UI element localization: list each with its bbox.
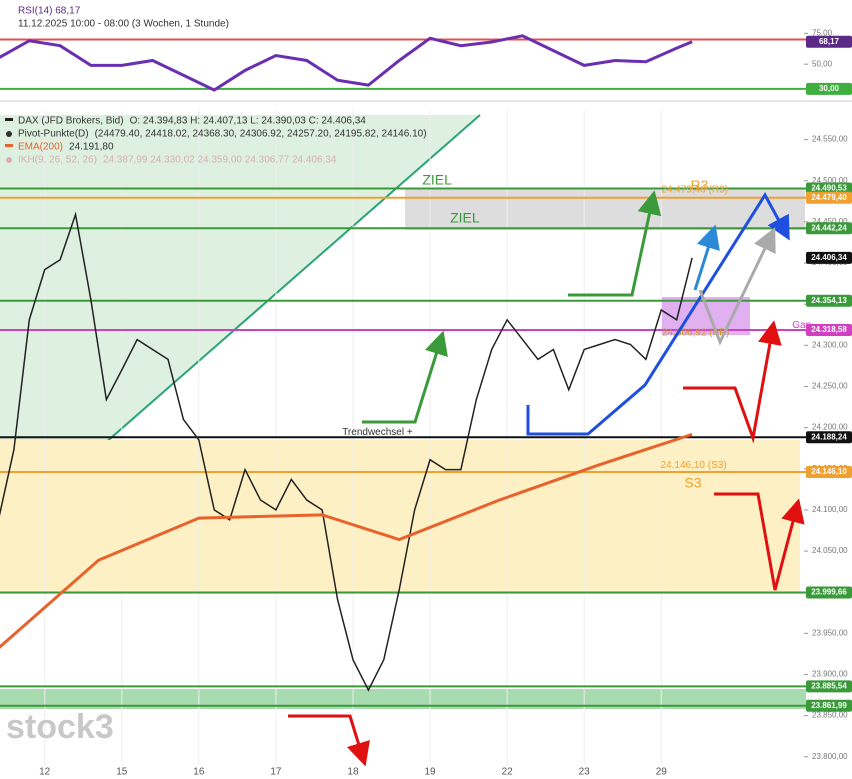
annotation: S3 xyxy=(684,474,701,490)
level-box xyxy=(806,699,852,712)
annotation: 24.306,92 (PP) xyxy=(662,328,729,339)
y-tick-label: 24.450,00 xyxy=(812,217,848,226)
annotation: R3 xyxy=(691,177,709,193)
x-tick-label: 22 xyxy=(502,767,514,778)
level-box xyxy=(806,465,852,478)
level-box xyxy=(806,324,852,337)
y-tick-label: 24.300,00 xyxy=(812,340,848,349)
annotation: 24.479,40 (R3) xyxy=(661,184,728,195)
arrows xyxy=(288,190,805,767)
legend-info: O: 24.394,83 H: 24.407,13 L: 24.390,03 C… xyxy=(130,116,367,127)
support-zone xyxy=(0,440,800,594)
annotation: Gap xyxy=(792,320,811,331)
level-label: 24.146,10 xyxy=(811,467,847,476)
y-tick-label: 50,00 xyxy=(812,59,833,68)
rsi-title: RSI(14) 68,17 xyxy=(18,6,81,17)
annotation: Trendwechsel + xyxy=(342,427,413,438)
legend-name: IKH(9, 26, 52, 26) xyxy=(18,155,97,166)
legend-swatch xyxy=(5,118,13,121)
level-box xyxy=(806,294,852,307)
y-tick-label: 75,00 xyxy=(812,28,833,37)
zones xyxy=(0,100,852,709)
annotation: 24.146,10 (S3) xyxy=(661,460,727,471)
arrow xyxy=(288,714,370,767)
level-box xyxy=(806,35,852,48)
level-label: 23.861,99 xyxy=(811,701,847,710)
level-label: 24.406,34 xyxy=(811,253,847,262)
arrow xyxy=(568,190,662,297)
level-label: 68,17 xyxy=(819,37,840,46)
annotation: ZIEL xyxy=(422,171,452,187)
y-tick-label: 23.800,00 xyxy=(812,752,848,761)
legend-name: DAX (JFD Brokers, Bid) xyxy=(18,116,124,127)
legend-info: 24.191,80 xyxy=(69,142,114,153)
y-tick-label: 24.550,00 xyxy=(812,135,848,144)
legend-name: Pivot-Punkte(D) xyxy=(18,129,89,140)
target-zone xyxy=(405,189,805,230)
legend-swatch xyxy=(6,131,12,137)
level-box xyxy=(806,251,852,264)
y-tick-label: 23.850,00 xyxy=(812,711,848,720)
series-line xyxy=(0,34,693,92)
x-tick-label: 23 xyxy=(579,767,591,778)
annotation: ZIEL xyxy=(450,209,480,225)
x-tick-label: 15 xyxy=(116,767,128,778)
arrow xyxy=(693,224,720,291)
watermark: stock3 xyxy=(6,708,114,746)
y-tick-label: 24.250,00 xyxy=(812,382,848,391)
x-tick-label: 12 xyxy=(39,767,51,778)
plot: 50,0075,0068,1730,0023.800,0023.850,0023… xyxy=(0,28,852,778)
arrow xyxy=(714,492,805,591)
level-box xyxy=(806,586,852,599)
y-tick-label: 23.950,00 xyxy=(812,628,848,637)
level-box xyxy=(806,191,852,204)
legend-info: 24.387,99 24.330,02 24.359,00 24.306,77 … xyxy=(103,155,337,166)
series-line xyxy=(0,211,693,692)
y-tick-label: 24.500,00 xyxy=(812,176,848,185)
arrow xyxy=(526,192,790,436)
level-label: 24.490,53 xyxy=(811,184,847,193)
level-label: 24.354,13 xyxy=(811,296,847,305)
level-label: 24.318,58 xyxy=(811,325,847,334)
arrow xyxy=(362,330,448,424)
level-box xyxy=(806,680,852,693)
low-zone xyxy=(0,689,806,709)
arrow xyxy=(698,227,776,346)
level-label: 24.442,24 xyxy=(811,223,847,232)
legend-info: (24479.40, 24418.02, 24368.30, 24306.92,… xyxy=(95,129,427,140)
y-tick-label: 24.200,00 xyxy=(812,423,848,432)
y-tick-label: 24.050,00 xyxy=(812,546,848,555)
y-tick-label: 24.100,00 xyxy=(812,505,848,514)
level-label: 23.999,66 xyxy=(811,588,847,597)
legend-name: EMA(200) xyxy=(18,142,63,153)
y-tick-label: 23.900,00 xyxy=(812,670,848,679)
level-box xyxy=(806,431,852,444)
legend-swatch xyxy=(5,144,13,147)
x-tick-label: 29 xyxy=(656,767,668,778)
level-label: 30,00 xyxy=(819,84,840,93)
legend-swatch xyxy=(6,157,12,163)
arrow xyxy=(683,320,782,444)
level-box xyxy=(806,222,852,235)
x-tick-label: 16 xyxy=(193,767,205,778)
rsi-subtitle: 11.12.2025 10:00 - 08:00 (3 Wochen, 1 St… xyxy=(18,19,229,30)
level-label: 24.188,24 xyxy=(811,432,847,441)
series-line xyxy=(0,432,693,649)
level-box xyxy=(806,182,852,195)
level-label: 24.479,40 xyxy=(811,193,847,202)
x-tick-label: 19 xyxy=(424,767,436,778)
x-tick-label: 18 xyxy=(347,767,359,778)
x-tick-label: 17 xyxy=(270,767,282,778)
level-box xyxy=(806,82,852,95)
level-label: 23.885,54 xyxy=(811,681,847,690)
